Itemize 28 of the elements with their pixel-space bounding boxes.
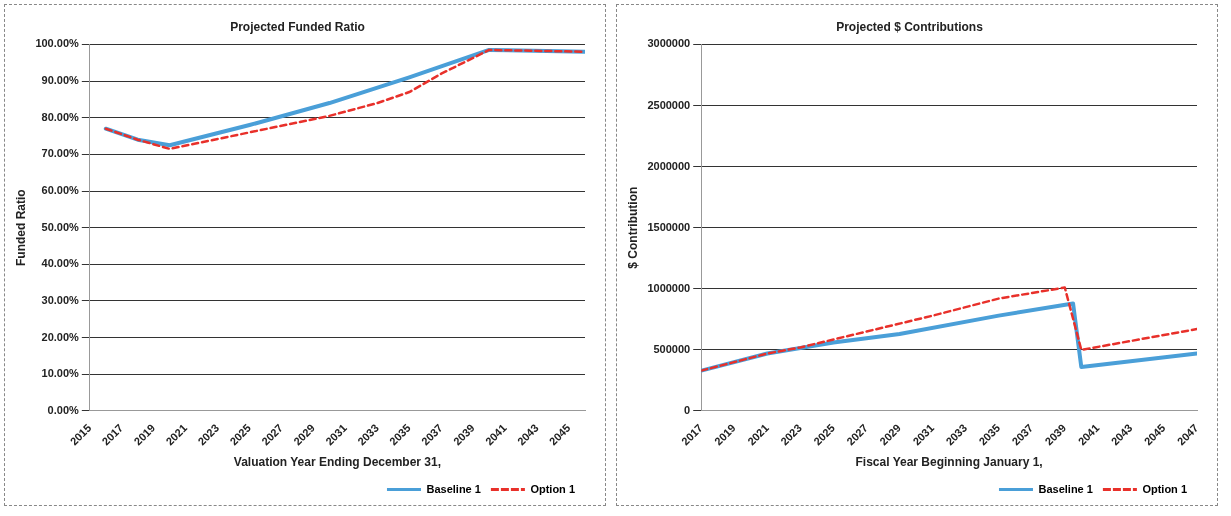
- legend-label: Baseline 1: [1038, 482, 1093, 495]
- chart-title: Projected Funded Ratio: [230, 19, 365, 34]
- y-tick-label: 500000: [653, 342, 691, 355]
- y-axis-title: Funded Ratio: [13, 189, 28, 267]
- y-tick-label: 0: [684, 403, 691, 416]
- legend-label: Option 1: [530, 482, 575, 495]
- chart-title: Projected $ Contributions: [836, 19, 984, 34]
- y-tick-label: 90.00%: [41, 74, 80, 87]
- y-tick-label: 20.00%: [41, 330, 80, 343]
- x-axis-title: Fiscal Year Beginning January 1,: [855, 455, 1043, 470]
- y-tick-label: 60.00%: [41, 184, 80, 197]
- y-tick-label: 30.00%: [41, 294, 80, 307]
- y-axis-title: $ Contribution: [625, 186, 640, 269]
- y-tick-label: 80.00%: [41, 110, 80, 123]
- y-tick-label: 10.00%: [41, 367, 80, 380]
- y-tick-label: 1000000: [647, 281, 691, 294]
- y-tick-label: 2500000: [647, 98, 691, 111]
- x-axis-title: Valuation Year Ending December 31,: [233, 455, 442, 470]
- legend-label: Option 1: [1142, 482, 1187, 495]
- y-tick-label: 2000000: [647, 159, 691, 172]
- y-tick-label: 50.00%: [41, 220, 80, 233]
- y-tick-label: 0.00%: [47, 403, 80, 416]
- y-tick-label: 100.00%: [35, 37, 80, 50]
- y-tick-label: 3000000: [647, 37, 691, 50]
- y-tick-label: 40.00%: [41, 257, 80, 270]
- y-tick-label: 1500000: [647, 220, 691, 233]
- legend-label: Baseline 1: [426, 482, 481, 495]
- y-tick-label: 70.00%: [41, 147, 80, 160]
